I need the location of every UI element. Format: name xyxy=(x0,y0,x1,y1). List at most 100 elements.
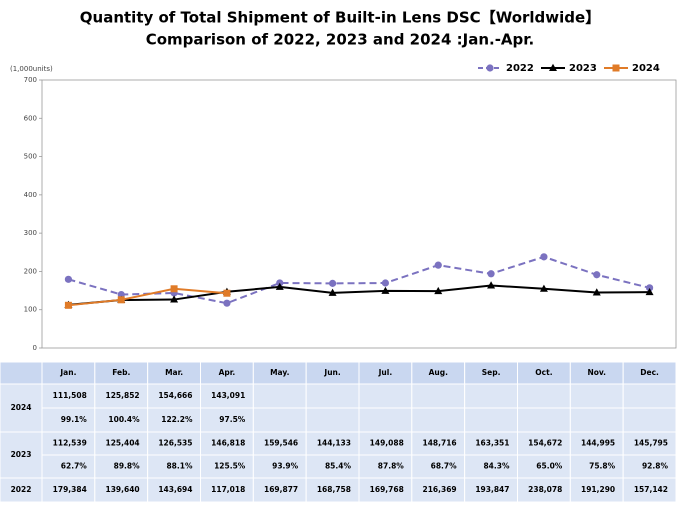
point xyxy=(434,286,443,295)
y-tick-label: 600 xyxy=(24,114,37,122)
point xyxy=(223,289,231,297)
y-tick-label: 700 xyxy=(24,76,37,84)
value-cell: 148,716 xyxy=(422,439,456,448)
point xyxy=(64,275,73,283)
table-cell xyxy=(358,383,413,409)
legend-label: 2024 xyxy=(632,63,660,74)
point xyxy=(487,270,495,278)
value-cell: 144,133 xyxy=(317,439,351,448)
value-cell: 126,535 xyxy=(158,439,192,448)
y-tick-label: 0 xyxy=(33,344,37,352)
value-cell: 168,758 xyxy=(317,485,351,494)
value-cell: 154,666 xyxy=(158,391,192,400)
value-cell: 149,088 xyxy=(370,439,404,448)
x-tick-label: Mar. xyxy=(165,368,183,377)
value-cell: 111,508 xyxy=(53,391,87,400)
x-tick-label: Oct. xyxy=(535,368,552,377)
value-cell: 193,847 xyxy=(475,485,509,494)
table-cell xyxy=(517,407,571,433)
table-cell xyxy=(94,407,149,433)
ratio-cell: 92.8% xyxy=(642,462,669,471)
ratio-cell: 68.7% xyxy=(431,462,458,471)
ratio-cell: 84.3% xyxy=(483,462,510,471)
x-tick-label: Dec. xyxy=(640,368,659,377)
series-line xyxy=(68,287,228,307)
x-tick-label: Jun. xyxy=(323,368,340,377)
table-cell xyxy=(569,407,624,433)
table-cell xyxy=(411,407,466,433)
table-cell xyxy=(41,477,96,503)
ratio-cell: 87.8% xyxy=(378,462,405,471)
value-cell: 144,995 xyxy=(581,439,615,448)
chart-subtitle: Comparison of 2022, 2023 and 2024 :Jan.-… xyxy=(146,31,535,49)
ratio-cell: 97.5% xyxy=(219,415,246,424)
x-tick-label: May. xyxy=(270,368,289,377)
plot-frame xyxy=(41,79,677,349)
value-cell: 145,795 xyxy=(634,439,668,448)
value-cell: 125,404 xyxy=(105,439,139,448)
point xyxy=(381,279,390,287)
table-cell xyxy=(569,383,624,409)
point xyxy=(170,285,178,293)
ratio-cell: 100.4% xyxy=(108,415,140,424)
point xyxy=(486,64,494,72)
value-cell: 169,768 xyxy=(370,485,404,494)
point xyxy=(434,261,442,269)
table-cell xyxy=(411,383,466,409)
table-cell xyxy=(252,383,307,409)
x-tick-label: Nov. xyxy=(587,368,606,377)
y-tick-label: 400 xyxy=(24,191,37,199)
ratio-cell: 122.2% xyxy=(161,415,193,424)
ratio-cell: 88.1% xyxy=(166,462,193,471)
value-cell: 146,818 xyxy=(211,439,245,448)
value-cell: 216,369 xyxy=(422,485,456,494)
table-cell xyxy=(94,477,149,503)
y-tick-label: 100 xyxy=(24,306,37,314)
ratio-cell: 93.9% xyxy=(272,462,299,471)
x-tick-label: Sep. xyxy=(482,368,501,377)
ratio-cell: 89.8% xyxy=(114,462,141,471)
row-label: 2023 xyxy=(11,450,32,459)
table-cell xyxy=(517,477,571,503)
point xyxy=(64,301,72,309)
ratio-cell: 125.5% xyxy=(214,462,246,471)
point xyxy=(328,279,337,287)
table-cell xyxy=(358,407,413,433)
value-cell: 159,546 xyxy=(264,439,298,448)
ratio-cell: 85.4% xyxy=(325,462,352,471)
table-cell xyxy=(622,407,677,433)
value-cell: 143,091 xyxy=(211,391,245,400)
ratio-cell: 75.8% xyxy=(589,462,616,471)
y-tick-label: 300 xyxy=(24,229,37,237)
x-tick-label: Jan. xyxy=(59,368,76,377)
point xyxy=(223,299,231,307)
point xyxy=(612,64,620,72)
point xyxy=(592,288,601,296)
point xyxy=(170,295,179,303)
ratio-cell: 65.0% xyxy=(536,462,563,471)
table-cell xyxy=(0,361,43,385)
value-cell: 157,142 xyxy=(634,485,668,494)
series-line xyxy=(68,255,650,305)
table-cell xyxy=(622,383,677,409)
table-cell xyxy=(0,383,43,433)
table-cell xyxy=(517,383,571,409)
table-cell xyxy=(147,407,202,433)
ratio-cell: 99.1% xyxy=(61,415,88,424)
value-cell: 179,384 xyxy=(53,485,87,494)
value-cell: 117,018 xyxy=(211,485,245,494)
point xyxy=(381,286,390,294)
table-cell xyxy=(464,383,518,409)
point xyxy=(549,63,557,71)
y-tick-label: 200 xyxy=(24,267,37,275)
chart-title: Quantity of Total Shipment of Built-in L… xyxy=(80,9,600,27)
table-cell xyxy=(41,383,96,409)
table-cell xyxy=(200,383,254,409)
point xyxy=(539,284,548,292)
value-cell: 112,539 xyxy=(53,439,87,448)
x-tick-label: Feb. xyxy=(112,368,130,377)
x-tick-label: Jul. xyxy=(378,368,393,377)
table-cell xyxy=(411,477,466,503)
table-cell xyxy=(305,383,360,409)
